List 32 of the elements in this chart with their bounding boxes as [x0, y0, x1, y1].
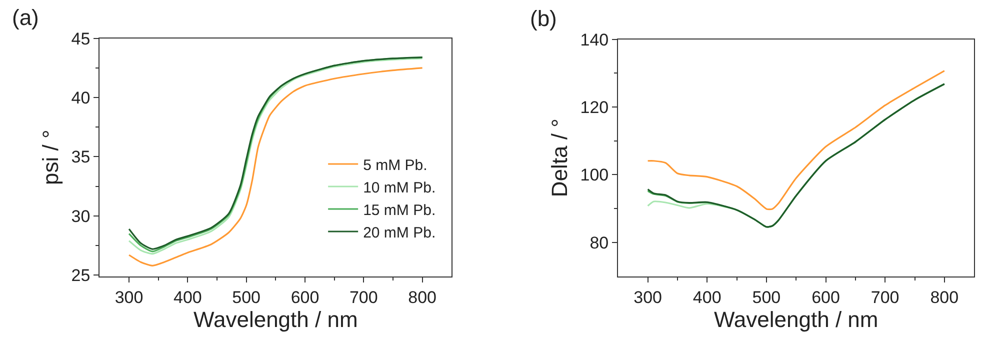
legend-label: 15 mM Pb. [363, 202, 436, 219]
x-axis-title: Wavelength / nm [194, 306, 358, 332]
x-tick-label: 600 [812, 288, 840, 307]
x-tick-label: 700 [870, 288, 900, 307]
y-tick-label: 25 [71, 266, 90, 286]
x-tick-label: 800 [930, 288, 959, 307]
x-tick-label: 300 [114, 288, 144, 307]
y-axis-title: psi / ° [38, 130, 64, 185]
x-tick-label: 800 [408, 288, 436, 307]
text: (b) [530, 6, 557, 31]
y-axis-title: Delta / ° [547, 118, 572, 198]
text: (a) [12, 5, 39, 30]
y-tick-label: 120 [580, 98, 609, 117]
x-tick-label: 400 [692, 288, 722, 307]
y-tick-label: 30 [71, 206, 90, 226]
x-tick-label: 500 [752, 288, 781, 307]
x-tick-label: 500 [232, 288, 261, 307]
y-tick-label: 45 [71, 29, 90, 48]
x-tick-label: 300 [634, 288, 662, 307]
y-tick-label: 140 [580, 30, 609, 50]
x-tick-label: 600 [290, 288, 320, 307]
y-tick-label: 35 [71, 148, 90, 167]
legend-label: 20 mM Pb. [363, 224, 436, 242]
x-tick-label: 700 [349, 288, 378, 307]
line-series [647, 70, 946, 210]
y-tick-label: 40 [71, 88, 90, 108]
x-axis-title: Wavelength / nm [714, 306, 878, 332]
y-tick-label: 80 [590, 233, 609, 252]
legend-label: 5 mM Pb. [363, 156, 428, 174]
y-tick-label: 100 [580, 166, 609, 185]
x-tick-label: 400 [174, 288, 202, 307]
legend-label: 10 mM Pb. [363, 179, 436, 196]
